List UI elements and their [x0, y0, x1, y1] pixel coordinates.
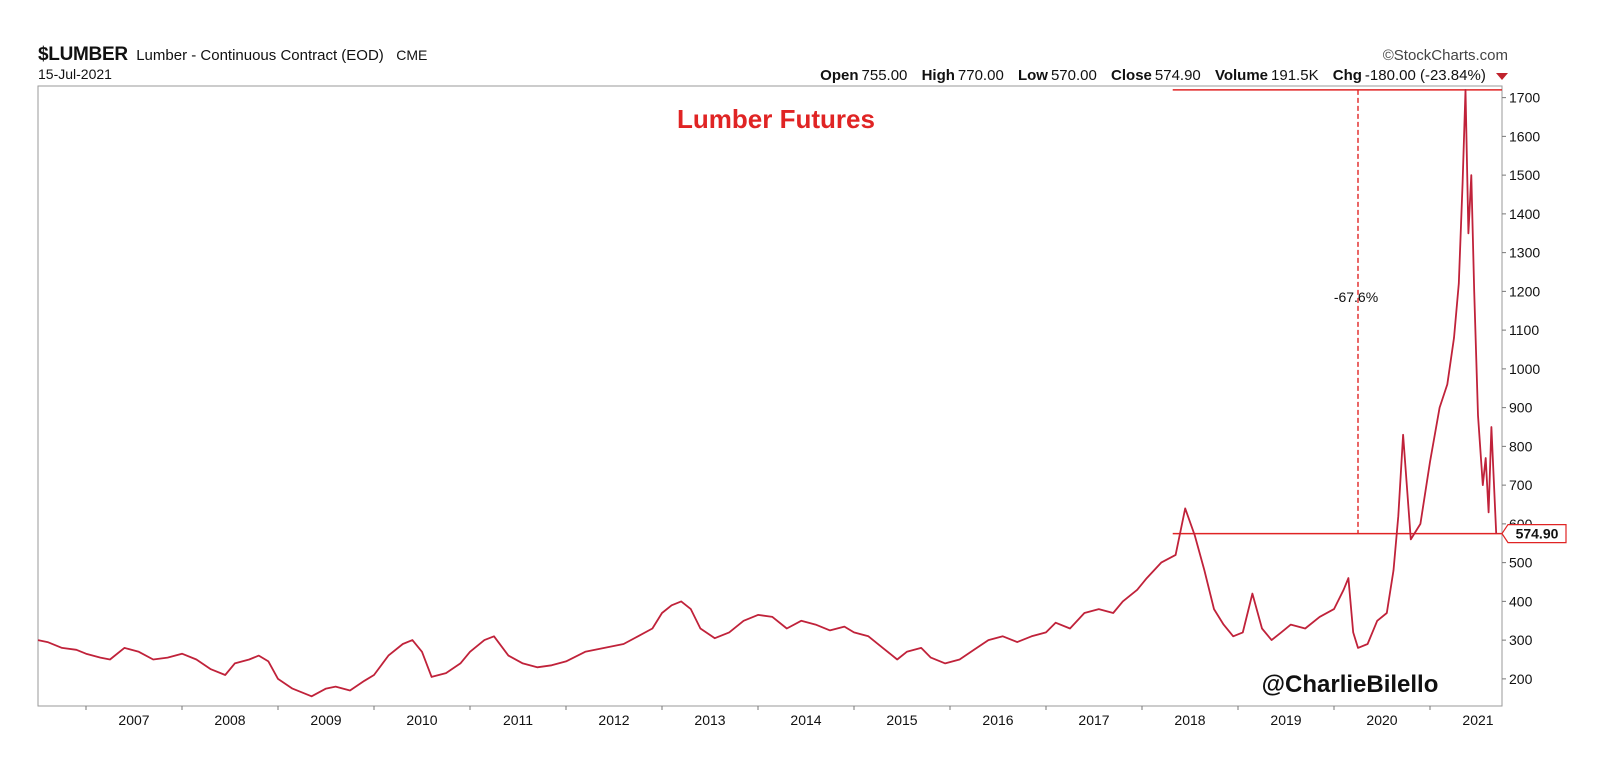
drawdown-label: -67.6%: [1334, 289, 1378, 305]
y-tick-label: 900: [1509, 400, 1533, 416]
y-tick-label: 700: [1509, 477, 1533, 493]
stockcharts-logo[interactable]: ©StockCharts.com: [1382, 47, 1508, 64]
ticker-symbol[interactable]: $LUMBER: [38, 44, 128, 65]
open-label: Open: [820, 67, 859, 84]
x-tick-label: 2008: [214, 712, 245, 728]
low-label: Low: [1017, 67, 1048, 84]
y-axis: 2003004005006007008009001000110012001300…: [1502, 90, 1540, 687]
high-label: High: [921, 67, 955, 84]
high-value: 770.00: [957, 67, 1004, 84]
chart-title: Lumber Futures: [677, 104, 875, 134]
last-price-marker: [1501, 524, 1567, 544]
x-tick-label: 2020: [1366, 712, 1397, 728]
chg-value: -180.00 (-23.84%): [1364, 67, 1486, 84]
x-tick-label: 2017: [1078, 712, 1109, 728]
price-series-line: [37, 89, 1498, 698]
volume-value: 191.5K: [1271, 67, 1319, 84]
close-value: 574.90: [1154, 67, 1201, 84]
chart-date: 15-Jul-2021: [38, 66, 112, 82]
y-tick-label: 500: [1509, 555, 1533, 571]
x-tick-label: 2012: [598, 712, 629, 728]
y-tick-label: 300: [1509, 632, 1533, 648]
y-tick-label: 1500: [1509, 167, 1540, 183]
x-tick-label: 2014: [790, 712, 821, 728]
y-tick-label: 400: [1509, 593, 1533, 609]
plot-area-frame: [37, 85, 1503, 707]
ohlc-bar: Open 755.00 High 770.00 Low 570.00 Close 574…: [810, 67, 1508, 84]
y-tick-label: 1200: [1509, 283, 1540, 299]
x-tick-label: 2007: [118, 712, 149, 728]
low-value: 570.00: [1050, 67, 1097, 84]
last-price-label: 574.90: [1516, 526, 1559, 542]
y-tick-label: 1000: [1509, 361, 1540, 377]
x-tick-label: 2021: [1462, 712, 1493, 728]
y-tick-label: 1600: [1509, 128, 1540, 144]
x-tick-label: 2013: [694, 712, 725, 728]
chg-label: Chg: [1332, 67, 1362, 84]
x-tick-label: 2015: [886, 712, 917, 728]
x-tick-label: 2011: [503, 712, 533, 728]
x-axis: 2007 2008 2009 2010 2011 2012 2013 2014 2015 2016…: [85, 706, 1494, 728]
ticker-description: Lumber - Continuous Contract (EOD): [136, 47, 384, 64]
x-tick-label: 2016: [982, 712, 1013, 728]
x-tick-label: 2009: [310, 712, 341, 728]
y-tick-label: 800: [1509, 438, 1533, 454]
exchange-label: CME: [396, 47, 428, 63]
close-label: Close: [1111, 67, 1152, 84]
volume-label: Volume: [1214, 67, 1269, 84]
x-tick-label: 2018: [1174, 712, 1205, 728]
y-tick-label: 200: [1509, 671, 1533, 687]
open-value: 755.00: [861, 67, 908, 84]
y-tick-label: 1400: [1509, 206, 1540, 222]
x-tick-label: 2019: [1270, 712, 1301, 728]
annotation-layer: -67.6% 574.90: [1172, 89, 1567, 544]
watermark-handle: @CharlieBilello: [1262, 671, 1439, 698]
y-tick-label: 1700: [1509, 90, 1540, 106]
y-tick-label: 1100: [1509, 322, 1539, 338]
chart-header: $LUMBER Lumber - Continuous Contract (EO…: [38, 44, 427, 66]
down-arrow-icon: [1496, 72, 1508, 80]
y-tick-label: 1300: [1509, 245, 1540, 261]
x-tick-label: 2010: [406, 712, 437, 728]
